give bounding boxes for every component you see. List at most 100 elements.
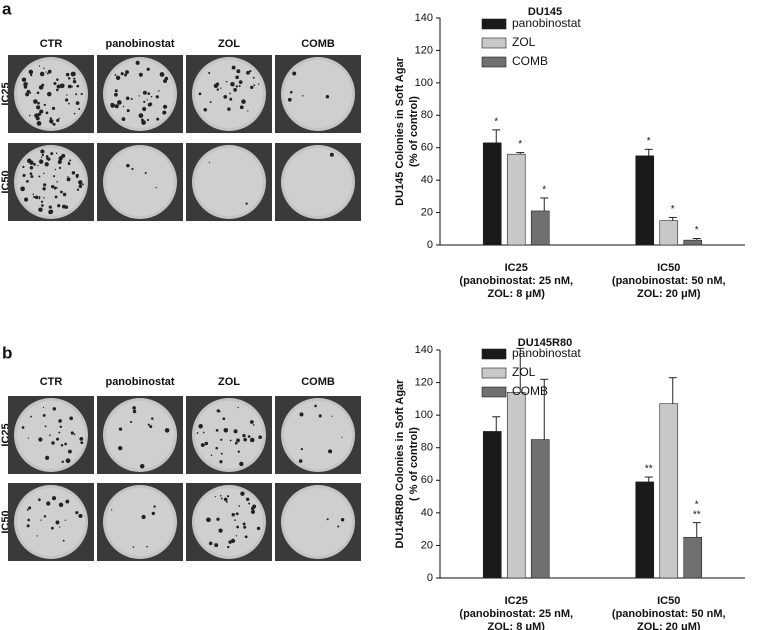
colony [51, 184, 55, 189]
colony [52, 122, 55, 125]
colony [153, 505, 156, 508]
colony [214, 543, 219, 548]
colony [37, 101, 40, 105]
column-label: CTR [40, 38, 63, 50]
colony [25, 82, 28, 85]
colony [64, 442, 67, 446]
colony [56, 437, 60, 441]
x-tick-label: ZOL: 20 μM) [637, 621, 701, 630]
colony [121, 117, 126, 121]
colony [138, 113, 144, 118]
colony [73, 433, 76, 436]
colony [69, 416, 73, 421]
colony [27, 518, 30, 522]
colony [142, 90, 147, 95]
colony [38, 195, 41, 198]
colony [142, 107, 147, 112]
colony [235, 431, 238, 434]
colony [130, 97, 133, 101]
bar [482, 431, 502, 579]
colony [126, 109, 130, 113]
colony [40, 519, 42, 521]
y-tick-label: 80 [421, 442, 433, 454]
colony [73, 77, 76, 80]
colony [43, 103, 46, 107]
x-tick-label: (panobinostat: 50 nM, [612, 608, 726, 620]
x-tick-label: IC25 [505, 595, 528, 607]
colony [56, 84, 61, 89]
colony [148, 102, 153, 106]
colony [141, 120, 146, 125]
legend-label: panobinostat [512, 346, 581, 360]
colony [215, 429, 219, 432]
colony [67, 84, 72, 89]
colony [219, 460, 223, 464]
colony [73, 112, 76, 115]
colony [146, 67, 150, 71]
bar [482, 142, 502, 246]
y-tick-label: 0 [427, 239, 433, 251]
colony [222, 417, 226, 421]
y-tick-label: 60 [421, 142, 433, 154]
colony [242, 433, 246, 438]
colony [151, 511, 155, 516]
colony [314, 404, 317, 408]
colony [158, 90, 160, 92]
dish-inner [106, 488, 174, 556]
colony [219, 494, 222, 497]
colony [146, 99, 148, 101]
colony [118, 427, 123, 431]
colony [47, 157, 51, 161]
colony [36, 105, 41, 110]
colony [78, 184, 83, 188]
colony [25, 92, 30, 97]
column-label: ZOL [218, 38, 240, 50]
colony [252, 76, 255, 79]
colony [226, 495, 230, 498]
colony [36, 535, 38, 537]
colony [66, 177, 71, 182]
dish-inner [284, 148, 352, 216]
colony [138, 95, 140, 97]
y-tick-label: 80 [421, 109, 433, 121]
colony [225, 80, 228, 83]
colony [67, 175, 69, 178]
colony [51, 496, 57, 501]
colony [52, 407, 57, 411]
colony [215, 82, 220, 86]
significance-mark: * [671, 204, 675, 215]
colony [68, 102, 70, 105]
colony [64, 205, 69, 209]
colony [203, 107, 208, 112]
colony [230, 538, 236, 544]
colony [326, 518, 329, 521]
colony [233, 88, 237, 92]
bar [683, 239, 703, 246]
colony [248, 502, 251, 505]
colony [44, 425, 47, 428]
colony [39, 109, 44, 114]
panel-letter: a [2, 0, 12, 18]
y-tick-label: 120 [415, 376, 433, 388]
colony [57, 159, 62, 165]
colony [60, 190, 63, 194]
colony [42, 413, 46, 417]
colony [59, 83, 65, 89]
colony [43, 515, 47, 518]
colony [58, 117, 60, 120]
legend-swatch [481, 37, 507, 49]
colony [216, 409, 220, 413]
bar [530, 439, 550, 579]
colony [302, 95, 304, 97]
chart-title: DU145 [528, 6, 562, 18]
colony [37, 112, 42, 116]
colony [111, 509, 113, 511]
colony [59, 425, 63, 429]
colony [70, 431, 74, 435]
colony [29, 73, 33, 77]
row-label: IC50 [0, 170, 12, 193]
colony [131, 167, 134, 171]
bar [683, 536, 703, 579]
colony [223, 94, 228, 99]
colony [231, 513, 235, 517]
